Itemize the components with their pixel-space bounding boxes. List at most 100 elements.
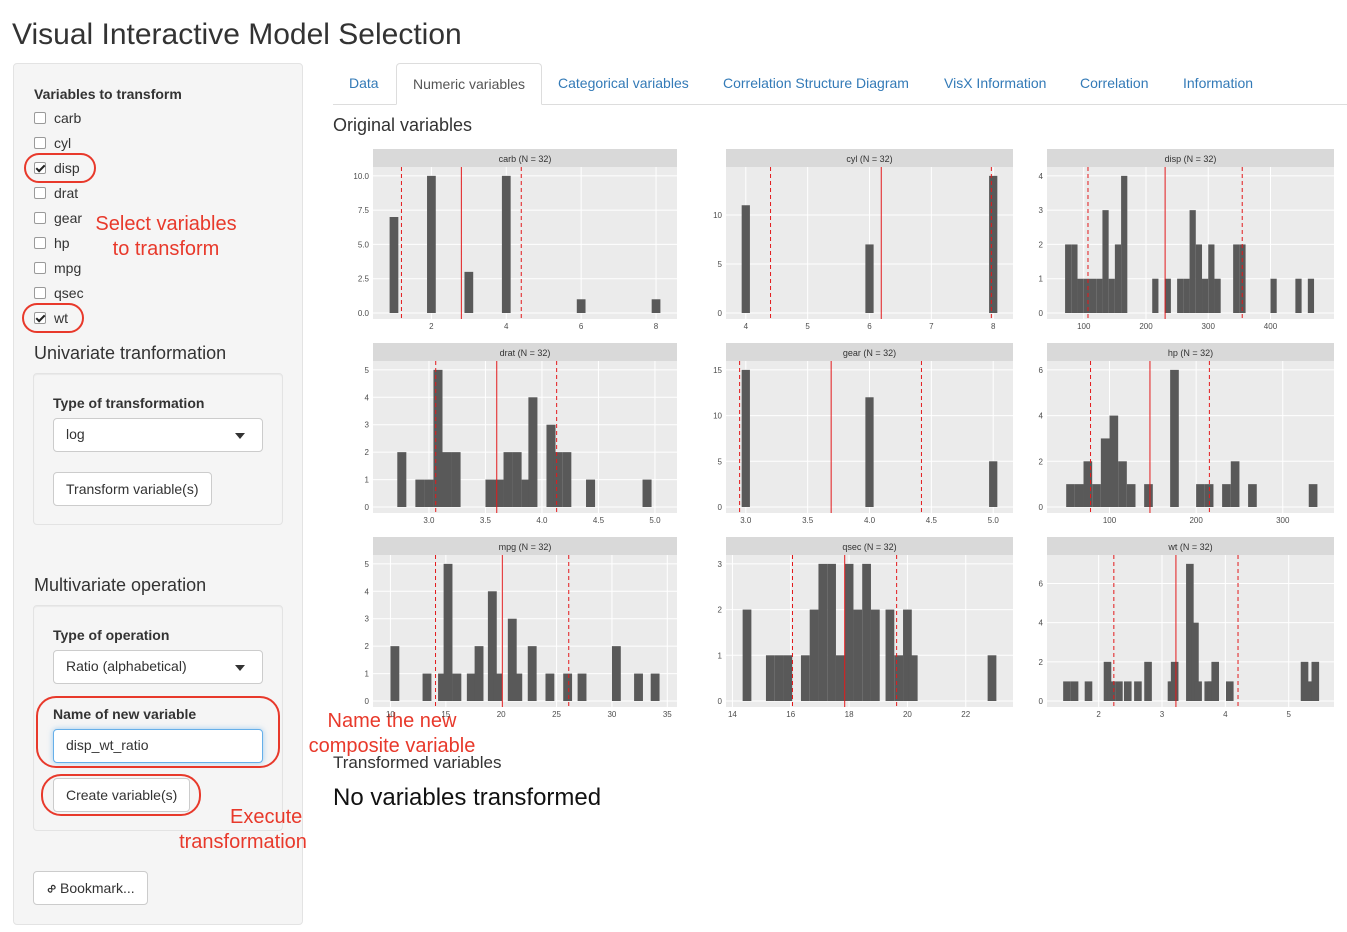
new-variable-name-input[interactable]: disp_wt_ratio bbox=[53, 729, 263, 763]
histogram-bar bbox=[989, 175, 998, 313]
histogram-chart: wt (N = 32) 0 2 4 6 2 3 4 5 bbox=[1039, 537, 1334, 719]
y-tick-label: 4 bbox=[365, 587, 370, 596]
histogram-panel: mpg (N = 32) 0 1 2 3 4 5 10 15 20 25 30 35 bbox=[333, 531, 683, 721]
checkbox[interactable] bbox=[34, 237, 46, 249]
disp-highlight-circle bbox=[24, 153, 96, 183]
checkbox[interactable] bbox=[34, 112, 46, 124]
histogram-bar bbox=[586, 479, 596, 507]
histogram-bar bbox=[427, 175, 436, 313]
histogram-bar bbox=[1077, 278, 1084, 313]
new-variable-name-label: Name of new variable bbox=[53, 706, 197, 722]
histogram-bar bbox=[1170, 369, 1179, 507]
variable-checkbox-cyl[interactable]: cyl bbox=[34, 133, 71, 153]
histogram-bar bbox=[1196, 484, 1205, 507]
bookmark-button[interactable]: ∞Bookmark... bbox=[33, 871, 148, 905]
checkbox-label: wt bbox=[54, 310, 68, 326]
x-tick-label: 10 bbox=[386, 710, 395, 719]
histogram-bar bbox=[1177, 278, 1184, 313]
histogram-bar bbox=[1134, 681, 1142, 701]
tab-numeric-variables[interactable]: Numeric variables bbox=[396, 63, 543, 105]
histogram-bar bbox=[1144, 661, 1152, 701]
tab-information[interactable]: Information bbox=[1183, 75, 1254, 91]
tab-visx-information[interactable]: VisX Information bbox=[944, 75, 1047, 91]
x-tick-label: 300 bbox=[1202, 322, 1216, 331]
histogram-chart: disp (N = 32) 0 1 2 3 4 100 200 300 400 bbox=[1039, 149, 1334, 331]
y-tick-label: 4 bbox=[1039, 619, 1044, 628]
histogram-bar bbox=[870, 609, 880, 701]
histogram-bar bbox=[1295, 278, 1302, 313]
x-tick-label: 5 bbox=[1286, 710, 1291, 719]
multivariate-heading: Multivariate operation bbox=[34, 575, 207, 595]
variable-checkbox-qsec[interactable]: qsec bbox=[34, 283, 84, 303]
y-tick-label: 0 bbox=[365, 697, 370, 706]
x-tick-label: 20 bbox=[497, 710, 506, 719]
tab-correlation-structure-diagram[interactable]: Correlation Structure Diagram bbox=[723, 75, 909, 91]
sidebar-panel: Variables to transform carb cyl disp drat ge… bbox=[13, 63, 303, 925]
variable-checkbox-drat[interactable]: drat bbox=[34, 183, 78, 203]
transform-button[interactable]: Transform variable(s) bbox=[53, 472, 212, 506]
histogram-bar bbox=[1239, 244, 1246, 313]
y-tick-label: 4 bbox=[1039, 172, 1044, 181]
histogram-bar bbox=[1308, 484, 1318, 507]
variable-checkbox-gear[interactable]: gear bbox=[34, 208, 82, 228]
x-tick-label: 5.0 bbox=[988, 516, 1000, 525]
histogram-bar bbox=[1208, 244, 1215, 313]
chevron-down-icon bbox=[235, 665, 245, 671]
x-tick-label: 18 bbox=[845, 710, 854, 719]
link-icon: ∞ bbox=[41, 878, 61, 898]
exec-annotation-line2: transformation bbox=[179, 831, 307, 853]
y-tick-label: 7.5 bbox=[358, 206, 370, 215]
x-tick-label: 8 bbox=[991, 322, 996, 331]
histogram-bar bbox=[521, 479, 531, 507]
variable-checkbox-carb[interactable]: carb bbox=[34, 108, 81, 128]
create-variable-button[interactable]: Create variable(s) bbox=[53, 778, 191, 812]
variable-checkbox-mpg[interactable]: mpg bbox=[34, 258, 81, 278]
tab-data[interactable]: Data bbox=[349, 75, 379, 91]
checkbox-label: drat bbox=[54, 185, 79, 201]
checkbox[interactable] bbox=[34, 287, 46, 299]
histogram-bar bbox=[422, 673, 432, 701]
checkbox[interactable] bbox=[34, 137, 46, 149]
histogram-bar bbox=[1123, 681, 1132, 701]
histogram-bar bbox=[389, 217, 399, 313]
checkbox[interactable] bbox=[34, 187, 46, 199]
variables-label: Variables to transform bbox=[34, 86, 182, 102]
histogram-bar bbox=[894, 655, 904, 701]
histogram-bar bbox=[1164, 278, 1171, 313]
histogram-bar bbox=[452, 673, 462, 701]
y-tick-label: 0 bbox=[1039, 309, 1044, 318]
histogram-bar bbox=[989, 461, 998, 507]
transformation-type-select[interactable]: log bbox=[53, 418, 263, 452]
x-tick-label: 4.0 bbox=[864, 516, 876, 525]
tab-correlation[interactable]: Correlation bbox=[1080, 75, 1149, 91]
histogram-bar bbox=[466, 673, 476, 701]
y-tick-label: 10 bbox=[713, 412, 722, 421]
histogram-panel: cyl (N = 32) 0 5 10 4 5 6 7 8 bbox=[686, 143, 1019, 333]
checkbox[interactable] bbox=[34, 262, 46, 274]
histogram-bar bbox=[765, 655, 775, 701]
histogram-bar bbox=[563, 673, 573, 701]
y-tick-label: 15 bbox=[713, 366, 722, 375]
histogram-panel: hp (N = 32) 0 2 4 6 100 200 300 bbox=[1007, 337, 1340, 527]
exec-annotation-line1: Execute bbox=[230, 806, 303, 828]
histogram-bar bbox=[1195, 244, 1203, 313]
facet-title: drat (N = 32) bbox=[500, 348, 551, 358]
x-tick-label: 5.0 bbox=[649, 516, 661, 525]
histogram-bar bbox=[1222, 484, 1231, 507]
name-annotation-line2: composite variable bbox=[308, 735, 476, 757]
y-tick-label: 2 bbox=[1039, 240, 1044, 249]
facet-title: gear (N = 32) bbox=[843, 348, 896, 358]
histogram-bar bbox=[494, 479, 504, 507]
x-tick-label: 22 bbox=[961, 710, 970, 719]
name-input-highlight-circle bbox=[36, 696, 280, 768]
tab-categorical-variables[interactable]: Categorical variables bbox=[558, 75, 689, 91]
operation-type-select[interactable]: Ratio (alphabetical) bbox=[53, 650, 263, 684]
histogram-bar bbox=[1066, 484, 1075, 507]
checkbox[interactable] bbox=[34, 212, 46, 224]
histogram-bar bbox=[1102, 210, 1109, 313]
y-tick-label: 1 bbox=[718, 651, 723, 660]
x-tick-label: 3.5 bbox=[802, 516, 814, 525]
histogram-bar bbox=[1108, 278, 1115, 313]
variable-checkbox-hp[interactable]: hp bbox=[34, 233, 70, 253]
histogram-bar bbox=[853, 609, 863, 701]
